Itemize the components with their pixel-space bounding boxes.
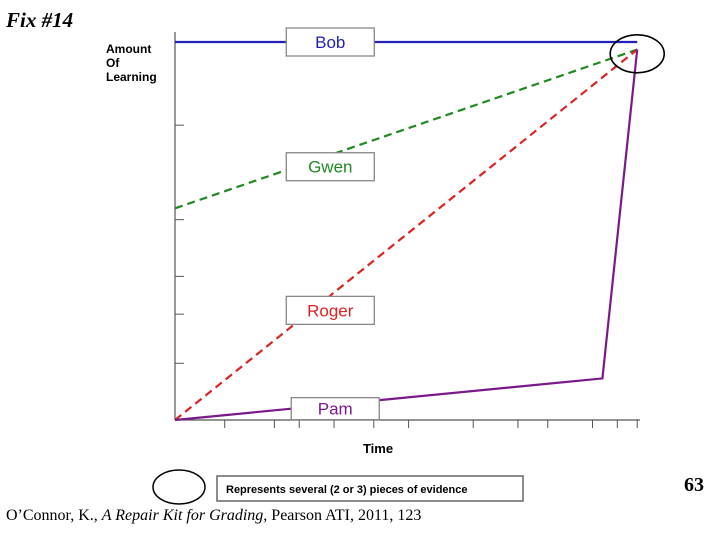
series-line-roger <box>174 48 638 421</box>
series-line-gwen <box>174 48 638 210</box>
slide-title: Fix #14 <box>6 8 74 32</box>
citation: O’Connor, K., A Repair Kit for Grading, … <box>6 507 421 525</box>
legend-note-text: Represents several (2 or 3) pieces of ev… <box>226 484 468 496</box>
y-axis-label: Amount Of Learning <box>106 42 157 84</box>
legend-note-box <box>216 475 524 502</box>
chart-series <box>174 40 639 422</box>
chart-axes <box>174 32 640 421</box>
series-label-pam: Pam <box>318 400 353 419</box>
y-axis-label-line: Learning <box>106 70 157 84</box>
legend-evidence-circle <box>152 469 206 505</box>
evidence-circle <box>609 33 666 74</box>
x-axis-label: Time <box>363 441 393 456</box>
chart-series-labels: Bob Gwen Roger Pam <box>285 27 380 421</box>
chart-annotations <box>609 33 666 74</box>
series-label-roger: Roger <box>307 301 354 320</box>
chart-ticks <box>175 41 638 428</box>
series-label-gwen: Gwen <box>308 158 352 177</box>
citation-author: O’Connor, K., <box>6 507 102 524</box>
citation-book: A Repair Kit for Grading, <box>101 507 268 524</box>
series-label-bob: Bob <box>315 33 345 52</box>
series-line-pam <box>174 49 639 422</box>
citation-rest: Pearson ATI, 2011, 123 <box>267 507 422 524</box>
series-label-box-bob <box>285 27 375 57</box>
series-label-box-gwen <box>285 152 375 182</box>
page-number: 63 <box>684 474 704 496</box>
series-label-box-pam <box>290 397 380 421</box>
y-axis-label-line: Of <box>106 56 120 70</box>
y-axis-label-line: Amount <box>106 42 151 56</box>
series-label-box-roger <box>285 295 375 326</box>
